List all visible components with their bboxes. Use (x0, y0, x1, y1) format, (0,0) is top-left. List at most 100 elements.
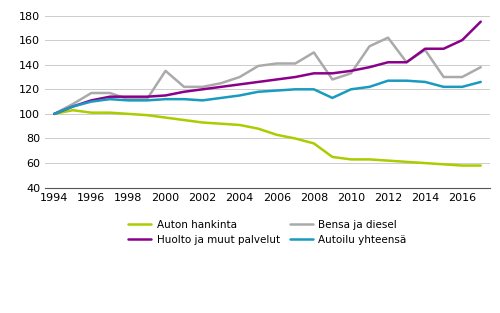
Auton hankinta (144, 113, 150, 117)
Bensa ja diesel (311, 50, 317, 54)
Auton hankinta (422, 161, 428, 165)
Autoilu yhteensä (274, 89, 280, 92)
Auton hankinta (181, 118, 187, 122)
Autoilu yhteensä (478, 80, 484, 84)
Bensa ja diesel (107, 91, 113, 95)
Auton hankinta (478, 164, 484, 167)
Auton hankinta (126, 112, 132, 116)
Auton hankinta (218, 122, 224, 126)
Huolto ja muut palvelut (274, 78, 280, 81)
Autoilu yhteensä (311, 87, 317, 91)
Autoilu yhteensä (70, 105, 76, 108)
Bensa ja diesel (236, 75, 242, 79)
Bensa ja diesel (348, 71, 354, 75)
Auton hankinta (348, 157, 354, 161)
Bensa ja diesel (70, 102, 76, 106)
Huolto ja muut palvelut (255, 80, 261, 84)
Huolto ja muut palvelut (52, 112, 58, 116)
Autoilu yhteensä (162, 97, 168, 101)
Bensa ja diesel (385, 36, 391, 39)
Line: Auton hankinta: Auton hankinta (54, 110, 480, 166)
Autoilu yhteensä (255, 90, 261, 94)
Bensa ja diesel (181, 85, 187, 89)
Auton hankinta (292, 136, 298, 140)
Auton hankinta (311, 141, 317, 145)
Auton hankinta (236, 123, 242, 127)
Auton hankinta (385, 159, 391, 162)
Huolto ja muut palvelut (218, 85, 224, 89)
Autoilu yhteensä (107, 97, 113, 101)
Line: Autoilu yhteensä: Autoilu yhteensä (54, 81, 480, 114)
Autoilu yhteensä (200, 99, 205, 102)
Huolto ja muut palvelut (70, 105, 76, 108)
Autoilu yhteensä (292, 87, 298, 91)
Huolto ja muut palvelut (200, 87, 205, 91)
Auton hankinta (404, 160, 409, 164)
Auton hankinta (162, 116, 168, 120)
Autoilu yhteensä (459, 85, 465, 89)
Huolto ja muut palvelut (348, 69, 354, 73)
Line: Bensa ja diesel: Bensa ja diesel (54, 38, 480, 114)
Auton hankinta (70, 108, 76, 112)
Bensa ja diesel (422, 48, 428, 52)
Autoilu yhteensä (440, 85, 446, 89)
Huolto ja muut palvelut (236, 83, 242, 86)
Bensa ja diesel (126, 97, 132, 101)
Huolto ja muut palvelut (88, 99, 94, 102)
Autoilu yhteensä (126, 99, 132, 102)
Bensa ja diesel (162, 69, 168, 73)
Bensa ja diesel (218, 81, 224, 85)
Bensa ja diesel (478, 65, 484, 69)
Huolto ja muut palvelut (292, 75, 298, 79)
Bensa ja diesel (292, 62, 298, 65)
Bensa ja diesel (404, 60, 409, 64)
Autoilu yhteensä (88, 100, 94, 104)
Bensa ja diesel (52, 112, 58, 116)
Huolto ja muut palvelut (107, 95, 113, 99)
Huolto ja muut palvelut (311, 71, 317, 75)
Auton hankinta (274, 133, 280, 137)
Huolto ja muut palvelut (385, 60, 391, 64)
Huolto ja muut palvelut (422, 47, 428, 51)
Bensa ja diesel (459, 75, 465, 79)
Auton hankinta (107, 111, 113, 115)
Huolto ja muut palvelut (478, 20, 484, 23)
Auton hankinta (440, 162, 446, 166)
Bensa ja diesel (255, 64, 261, 68)
Autoilu yhteensä (422, 80, 428, 84)
Autoilu yhteensä (218, 96, 224, 100)
Autoilu yhteensä (385, 79, 391, 83)
Huolto ja muut palvelut (330, 71, 336, 75)
Bensa ja diesel (144, 97, 150, 101)
Bensa ja diesel (200, 85, 205, 89)
Autoilu yhteensä (52, 112, 58, 116)
Auton hankinta (88, 111, 94, 115)
Huolto ja muut palvelut (126, 95, 132, 99)
Bensa ja diesel (366, 44, 372, 48)
Huolto ja muut palvelut (440, 47, 446, 51)
Auton hankinta (52, 112, 58, 116)
Legend: Auton hankinta, Huolto ja muut palvelut, Bensa ja diesel, Autoilu yhteensä: Auton hankinta, Huolto ja muut palvelut,… (128, 220, 406, 245)
Huolto ja muut palvelut (144, 95, 150, 99)
Autoilu yhteensä (236, 94, 242, 97)
Bensa ja diesel (274, 62, 280, 65)
Line: Huolto ja muut palvelut: Huolto ja muut palvelut (54, 22, 480, 114)
Huolto ja muut palvelut (459, 38, 465, 42)
Autoilu yhteensä (366, 85, 372, 89)
Huolto ja muut palvelut (181, 90, 187, 94)
Bensa ja diesel (330, 78, 336, 81)
Huolto ja muut palvelut (366, 65, 372, 69)
Huolto ja muut palvelut (162, 94, 168, 97)
Autoilu yhteensä (144, 99, 150, 102)
Auton hankinta (330, 155, 336, 159)
Autoilu yhteensä (181, 97, 187, 101)
Bensa ja diesel (88, 91, 94, 95)
Bensa ja diesel (440, 75, 446, 79)
Auton hankinta (255, 127, 261, 131)
Autoilu yhteensä (330, 96, 336, 100)
Auton hankinta (200, 121, 205, 124)
Auton hankinta (459, 164, 465, 167)
Huolto ja muut palvelut (404, 60, 409, 64)
Auton hankinta (366, 157, 372, 161)
Autoilu yhteensä (348, 87, 354, 91)
